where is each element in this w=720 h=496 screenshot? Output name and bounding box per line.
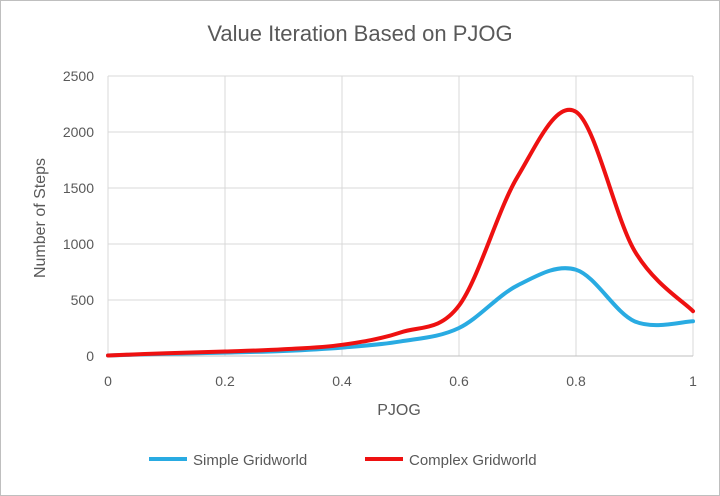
x-axis-label: PJOG xyxy=(377,402,421,419)
y-tick-label: 1000 xyxy=(63,236,94,252)
x-tick-label: 0.2 xyxy=(215,373,235,389)
y-tick-label: 500 xyxy=(71,292,95,308)
series-line-simple-gridworld xyxy=(106,266,695,358)
axes xyxy=(107,76,693,357)
chart-title: Value Iteration Based on PJOG xyxy=(207,21,512,46)
x-tick-label: 0.8 xyxy=(566,373,586,389)
y-axis-label: Number of Steps xyxy=(32,158,49,278)
gridlines xyxy=(108,75,694,356)
y-tick-label: 1500 xyxy=(63,180,94,196)
legend-item-simple-gridworld: Simple Gridworld xyxy=(149,452,307,469)
y-tick-label: 0 xyxy=(86,348,94,364)
x-tick-label: 1 xyxy=(689,373,697,389)
legend: Simple Gridworld Complex Gridworld xyxy=(149,452,537,469)
legend-item-complex-gridworld: Complex Gridworld xyxy=(365,452,537,469)
tick-labels: 0 500 1000 1500 2000 2500 0 0.2 0.4 0.6 0.8 1 xyxy=(63,68,697,389)
series-line-complex-gridworld xyxy=(106,107,695,358)
x-tick-label: 0.4 xyxy=(332,373,352,389)
y-tick-label: 2000 xyxy=(63,124,94,140)
legend-label: Complex Gridworld xyxy=(409,452,537,469)
legend-label: Simple Gridworld xyxy=(193,452,307,469)
series-lines xyxy=(106,107,695,358)
x-tick-label: 0 xyxy=(104,373,112,389)
y-tick-label: 2500 xyxy=(63,68,94,84)
x-tick-label: 0.6 xyxy=(449,373,469,389)
